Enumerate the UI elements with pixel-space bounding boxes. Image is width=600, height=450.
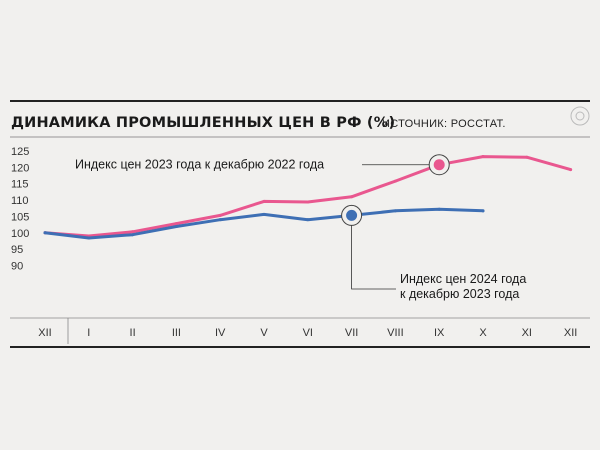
- x-axis-ticks: XII I II III IV V VI VII VIII IX X XI XII: [38, 327, 577, 339]
- y-axis-ticks: 125 120 115 110 105 100 95 90: [11, 146, 29, 272]
- series-1-point: [569, 168, 573, 172]
- series-2-point: [131, 233, 135, 237]
- annotation-2024-leader: [351, 225, 396, 290]
- highlight-marker-2: [346, 209, 358, 221]
- y-tick-label: 105: [11, 211, 29, 223]
- series-1-point: [262, 199, 266, 203]
- series-1-point: [350, 195, 354, 199]
- series-2-point: [306, 218, 310, 222]
- x-tick-label: VI: [303, 327, 313, 339]
- annotations: Индекс цен 2023 года к декабрю 2022 года…: [75, 158, 526, 301]
- watermark-logo: [570, 106, 590, 126]
- x-tick-label: XI: [522, 327, 532, 339]
- series-1-point: [131, 230, 135, 234]
- annotation-2024-line: Индекс цен 2024 года: [400, 272, 526, 286]
- series-2-point: [393, 209, 397, 213]
- annotation-2024-line: к декабрю 2023 года: [400, 287, 519, 301]
- series-2-point: [174, 225, 178, 229]
- chart-source: ИСТОЧНИК: РОССТАТ.: [382, 118, 506, 130]
- x-tick-label: IV: [215, 327, 226, 339]
- series-2-point: [43, 231, 47, 235]
- series-1-point: [525, 155, 529, 159]
- y-tick-label: 95: [11, 244, 23, 256]
- x-tick-label: III: [172, 327, 181, 339]
- x-tick-label: VII: [345, 327, 358, 339]
- series-2-point: [87, 236, 91, 240]
- series-1-point: [306, 200, 310, 204]
- series-1-point: [481, 155, 485, 159]
- y-tick-label: 125: [11, 146, 29, 158]
- highlight-marker-1: [433, 159, 445, 171]
- y-tick-label: 90: [11, 260, 23, 272]
- x-tick-label: XII: [38, 327, 51, 339]
- series-2-point: [437, 207, 441, 211]
- x-tick-label: VIII: [387, 327, 404, 339]
- x-tick-label: I: [87, 327, 90, 339]
- x-tick-label: V: [260, 327, 268, 339]
- series-2-point: [262, 212, 266, 216]
- x-tick-label: XII: [564, 327, 577, 339]
- x-tick-label: II: [130, 327, 136, 339]
- x-tick-label: X: [479, 327, 487, 339]
- y-tick-label: 120: [11, 162, 29, 174]
- series-1-point: [218, 213, 222, 217]
- series-1-point: [393, 179, 397, 183]
- y-tick-label: 110: [11, 195, 29, 207]
- y-tick-label: 100: [11, 228, 29, 240]
- chart-title: ДИНАМИКА ПРОМЫШЛЕННЫХ ЦЕН В РФ (%): [11, 115, 395, 131]
- series-1-point: [174, 222, 178, 226]
- plot-area: [43, 154, 573, 240]
- series-2-point: [218, 218, 222, 222]
- x-tick-label: IX: [434, 327, 445, 339]
- y-tick-label: 115: [11, 179, 29, 191]
- annotation-2023: Индекс цен 2023 года к декабрю 2022 года: [75, 158, 324, 172]
- series-2-point: [481, 209, 485, 213]
